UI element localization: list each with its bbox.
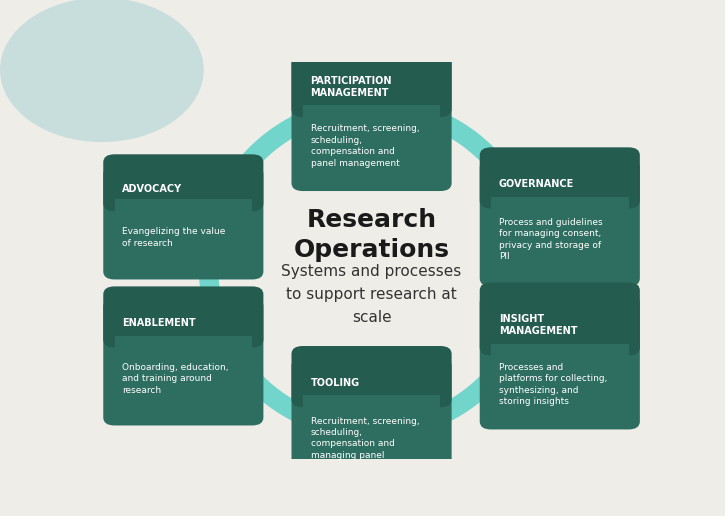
FancyBboxPatch shape [480, 159, 640, 286]
FancyBboxPatch shape [103, 166, 263, 280]
Bar [303, 105, 440, 183]
Text: Evangelizing the value
of research: Evangelizing the value of research [123, 227, 225, 248]
Text: GOVERNANCE: GOVERNANCE [499, 179, 574, 189]
FancyBboxPatch shape [291, 346, 452, 407]
Bar [115, 199, 252, 271]
Bar [491, 344, 629, 422]
Text: ENABLEMENT: ENABLEMENT [123, 318, 196, 328]
Text: Systems and processes
to support research at
scale: Systems and processes to support researc… [281, 264, 462, 325]
Text: Recruitment, screening,
scheduling,
compensation and
panel management: Recruitment, screening, scheduling, comp… [310, 124, 419, 168]
Bar [491, 197, 629, 279]
FancyBboxPatch shape [103, 286, 263, 348]
FancyBboxPatch shape [480, 294, 640, 429]
Text: TOOLING: TOOLING [310, 378, 360, 388]
FancyBboxPatch shape [480, 148, 640, 208]
Text: PARTICIPATION
MANAGEMENT: PARTICIPATION MANAGEMENT [310, 75, 392, 98]
Bar [115, 336, 252, 417]
Text: Recruitment, screening,
scheduling,
compensation and
managing panel: Recruitment, screening, scheduling, comp… [310, 416, 419, 460]
FancyBboxPatch shape [291, 44, 452, 117]
FancyBboxPatch shape [291, 358, 452, 485]
Text: ADVOCACY: ADVOCACY [123, 184, 183, 194]
FancyBboxPatch shape [103, 298, 263, 426]
Text: Process and guidelines
for managing consent,
privacy and storage of
PII: Process and guidelines for managing cons… [499, 218, 602, 261]
Text: Processes and
platforms for collecting,
synthesizing, and
storing insights: Processes and platforms for collecting, … [499, 363, 608, 406]
FancyBboxPatch shape [480, 282, 640, 356]
Text: Research
Operations: Research Operations [294, 208, 450, 262]
FancyBboxPatch shape [291, 56, 452, 191]
Text: Onboarding, education,
and training around
research: Onboarding, education, and training arou… [123, 363, 229, 395]
Bar [303, 395, 440, 477]
Circle shape [1, 0, 203, 141]
Text: INSIGHT
MANAGEMENT: INSIGHT MANAGEMENT [499, 314, 577, 336]
FancyBboxPatch shape [103, 154, 263, 212]
